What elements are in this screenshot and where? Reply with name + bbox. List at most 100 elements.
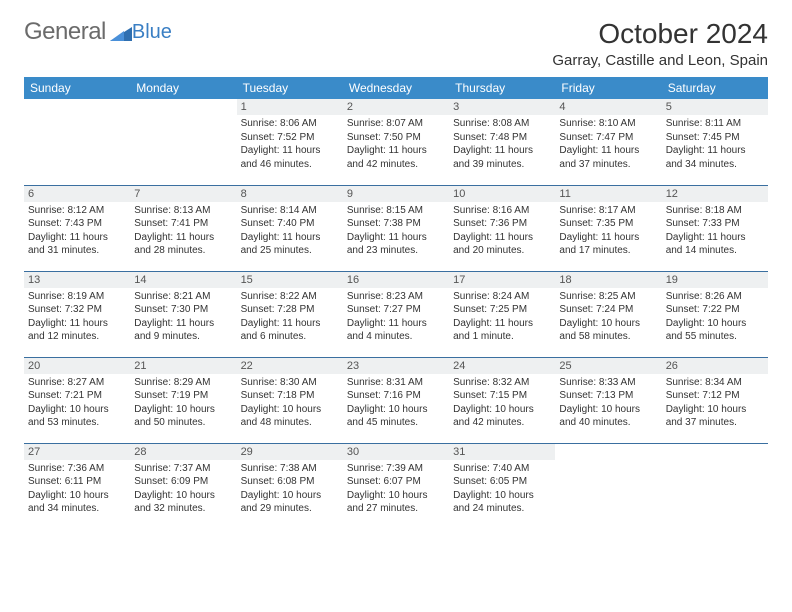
day-number: 26 xyxy=(662,358,768,374)
day-details: Sunrise: 8:22 AMSunset: 7:28 PMDaylight:… xyxy=(237,288,343,350)
day-number: 20 xyxy=(24,358,130,374)
calendar-day-cell: 20Sunrise: 8:27 AMSunset: 7:21 PMDayligh… xyxy=(24,357,130,443)
calendar-table: SundayMondayTuesdayWednesdayThursdayFrid… xyxy=(24,77,768,529)
location: Garray, Castille and Leon, Spain xyxy=(552,52,768,69)
calendar-day-cell: 10Sunrise: 8:16 AMSunset: 7:36 PMDayligh… xyxy=(449,185,555,271)
sunrise-line: Sunrise: 8:33 AM xyxy=(559,376,657,390)
day-details: Sunrise: 8:32 AMSunset: 7:15 PMDaylight:… xyxy=(449,374,555,436)
sunset-line: Sunset: 7:50 PM xyxy=(347,131,445,145)
sunset-line: Sunset: 7:47 PM xyxy=(559,131,657,145)
calendar-day-cell: 5Sunrise: 8:11 AMSunset: 7:45 PMDaylight… xyxy=(662,99,768,185)
weekday-header: Tuesday xyxy=(237,77,343,99)
sunset-line: Sunset: 7:45 PM xyxy=(666,131,764,145)
daylight-line: Daylight: 10 hours and 29 minutes. xyxy=(241,489,339,516)
weekday-header: Thursday xyxy=(449,77,555,99)
day-details: Sunrise: 8:13 AMSunset: 7:41 PMDaylight:… xyxy=(130,202,236,264)
day-details: Sunrise: 8:24 AMSunset: 7:25 PMDaylight:… xyxy=(449,288,555,350)
calendar-empty-cell xyxy=(24,99,130,185)
sunrise-line: Sunrise: 8:13 AM xyxy=(134,204,232,218)
day-details: Sunrise: 8:29 AMSunset: 7:19 PMDaylight:… xyxy=(130,374,236,436)
sunrise-line: Sunrise: 8:24 AM xyxy=(453,290,551,304)
day-number: 6 xyxy=(24,186,130,202)
calendar-body: 1Sunrise: 8:06 AMSunset: 7:52 PMDaylight… xyxy=(24,99,768,529)
daylight-line: Daylight: 11 hours and 6 minutes. xyxy=(241,317,339,344)
sunset-line: Sunset: 7:19 PM xyxy=(134,389,232,403)
day-number: 11 xyxy=(555,186,661,202)
day-number: 31 xyxy=(449,444,555,460)
day-details: Sunrise: 8:18 AMSunset: 7:33 PMDaylight:… xyxy=(662,202,768,264)
calendar-day-cell: 24Sunrise: 8:32 AMSunset: 7:15 PMDayligh… xyxy=(449,357,555,443)
calendar-day-cell: 15Sunrise: 8:22 AMSunset: 7:28 PMDayligh… xyxy=(237,271,343,357)
weekday-header: Friday xyxy=(555,77,661,99)
day-details: Sunrise: 8:30 AMSunset: 7:18 PMDaylight:… xyxy=(237,374,343,436)
sunset-line: Sunset: 7:30 PM xyxy=(134,303,232,317)
day-number: 12 xyxy=(662,186,768,202)
daylight-line: Daylight: 11 hours and 28 minutes. xyxy=(134,231,232,258)
sunset-line: Sunset: 7:22 PM xyxy=(666,303,764,317)
sunset-line: Sunset: 7:25 PM xyxy=(453,303,551,317)
sunset-line: Sunset: 7:28 PM xyxy=(241,303,339,317)
logo-sail-icon xyxy=(110,27,132,41)
calendar-day-cell: 9Sunrise: 8:15 AMSunset: 7:38 PMDaylight… xyxy=(343,185,449,271)
sunrise-line: Sunrise: 8:22 AM xyxy=(241,290,339,304)
day-details: Sunrise: 8:06 AMSunset: 7:52 PMDaylight:… xyxy=(237,115,343,177)
day-number: 18 xyxy=(555,272,661,288)
sunset-line: Sunset: 7:15 PM xyxy=(453,389,551,403)
day-number: 17 xyxy=(449,272,555,288)
calendar-day-cell: 7Sunrise: 8:13 AMSunset: 7:41 PMDaylight… xyxy=(130,185,236,271)
sunset-line: Sunset: 6:05 PM xyxy=(453,475,551,489)
calendar-day-cell: 22Sunrise: 8:30 AMSunset: 7:18 PMDayligh… xyxy=(237,357,343,443)
day-number: 23 xyxy=(343,358,449,374)
day-number: 1 xyxy=(237,99,343,115)
day-details: Sunrise: 8:26 AMSunset: 7:22 PMDaylight:… xyxy=(662,288,768,350)
sunset-line: Sunset: 7:43 PM xyxy=(28,217,126,231)
daylight-line: Daylight: 11 hours and 25 minutes. xyxy=(241,231,339,258)
weekday-header: Wednesday xyxy=(343,77,449,99)
sunset-line: Sunset: 7:32 PM xyxy=(28,303,126,317)
sunrise-line: Sunrise: 8:23 AM xyxy=(347,290,445,304)
sunrise-line: Sunrise: 8:25 AM xyxy=(559,290,657,304)
calendar-week-row: 6Sunrise: 8:12 AMSunset: 7:43 PMDaylight… xyxy=(24,185,768,271)
calendar-day-cell: 23Sunrise: 8:31 AMSunset: 7:16 PMDayligh… xyxy=(343,357,449,443)
day-number: 29 xyxy=(237,444,343,460)
sunset-line: Sunset: 7:13 PM xyxy=(559,389,657,403)
calendar-day-cell: 2Sunrise: 8:07 AMSunset: 7:50 PMDaylight… xyxy=(343,99,449,185)
sunrise-line: Sunrise: 7:38 AM xyxy=(241,462,339,476)
daylight-line: Daylight: 11 hours and 34 minutes. xyxy=(666,144,764,171)
calendar-day-cell: 28Sunrise: 7:37 AMSunset: 6:09 PMDayligh… xyxy=(130,443,236,529)
calendar-day-cell: 30Sunrise: 7:39 AMSunset: 6:07 PMDayligh… xyxy=(343,443,449,529)
day-number: 25 xyxy=(555,358,661,374)
sunrise-line: Sunrise: 8:12 AM xyxy=(28,204,126,218)
sunset-line: Sunset: 7:41 PM xyxy=(134,217,232,231)
day-number: 19 xyxy=(662,272,768,288)
sunrise-line: Sunrise: 8:27 AM xyxy=(28,376,126,390)
day-details: Sunrise: 8:21 AMSunset: 7:30 PMDaylight:… xyxy=(130,288,236,350)
weekday-header-row: SundayMondayTuesdayWednesdayThursdayFrid… xyxy=(24,77,768,99)
day-details: Sunrise: 8:19 AMSunset: 7:32 PMDaylight:… xyxy=(24,288,130,350)
day-details: Sunrise: 8:16 AMSunset: 7:36 PMDaylight:… xyxy=(449,202,555,264)
day-details: Sunrise: 8:25 AMSunset: 7:24 PMDaylight:… xyxy=(555,288,661,350)
calendar-day-cell: 4Sunrise: 8:10 AMSunset: 7:47 PMDaylight… xyxy=(555,99,661,185)
month-title: October 2024 xyxy=(552,18,768,50)
day-details: Sunrise: 8:11 AMSunset: 7:45 PMDaylight:… xyxy=(662,115,768,177)
day-number: 10 xyxy=(449,186,555,202)
day-details: Sunrise: 7:37 AMSunset: 6:09 PMDaylight:… xyxy=(130,460,236,522)
daylight-line: Daylight: 10 hours and 50 minutes. xyxy=(134,403,232,430)
daylight-line: Daylight: 11 hours and 46 minutes. xyxy=(241,144,339,171)
day-details: Sunrise: 8:31 AMSunset: 7:16 PMDaylight:… xyxy=(343,374,449,436)
day-details: Sunrise: 8:15 AMSunset: 7:38 PMDaylight:… xyxy=(343,202,449,264)
day-details: Sunrise: 8:23 AMSunset: 7:27 PMDaylight:… xyxy=(343,288,449,350)
sunset-line: Sunset: 7:35 PM xyxy=(559,217,657,231)
header: General Blue October 2024 Garray, Castil… xyxy=(24,18,768,69)
sunrise-line: Sunrise: 8:08 AM xyxy=(453,117,551,131)
calendar-empty-cell xyxy=(555,443,661,529)
day-details: Sunrise: 8:12 AMSunset: 7:43 PMDaylight:… xyxy=(24,202,130,264)
daylight-line: Daylight: 11 hours and 9 minutes. xyxy=(134,317,232,344)
calendar-week-row: 27Sunrise: 7:36 AMSunset: 6:11 PMDayligh… xyxy=(24,443,768,529)
calendar-day-cell: 21Sunrise: 8:29 AMSunset: 7:19 PMDayligh… xyxy=(130,357,236,443)
sunset-line: Sunset: 7:27 PM xyxy=(347,303,445,317)
day-details: Sunrise: 7:39 AMSunset: 6:07 PMDaylight:… xyxy=(343,460,449,522)
sunrise-line: Sunrise: 8:26 AM xyxy=(666,290,764,304)
calendar-week-row: 20Sunrise: 8:27 AMSunset: 7:21 PMDayligh… xyxy=(24,357,768,443)
sunrise-line: Sunrise: 8:34 AM xyxy=(666,376,764,390)
